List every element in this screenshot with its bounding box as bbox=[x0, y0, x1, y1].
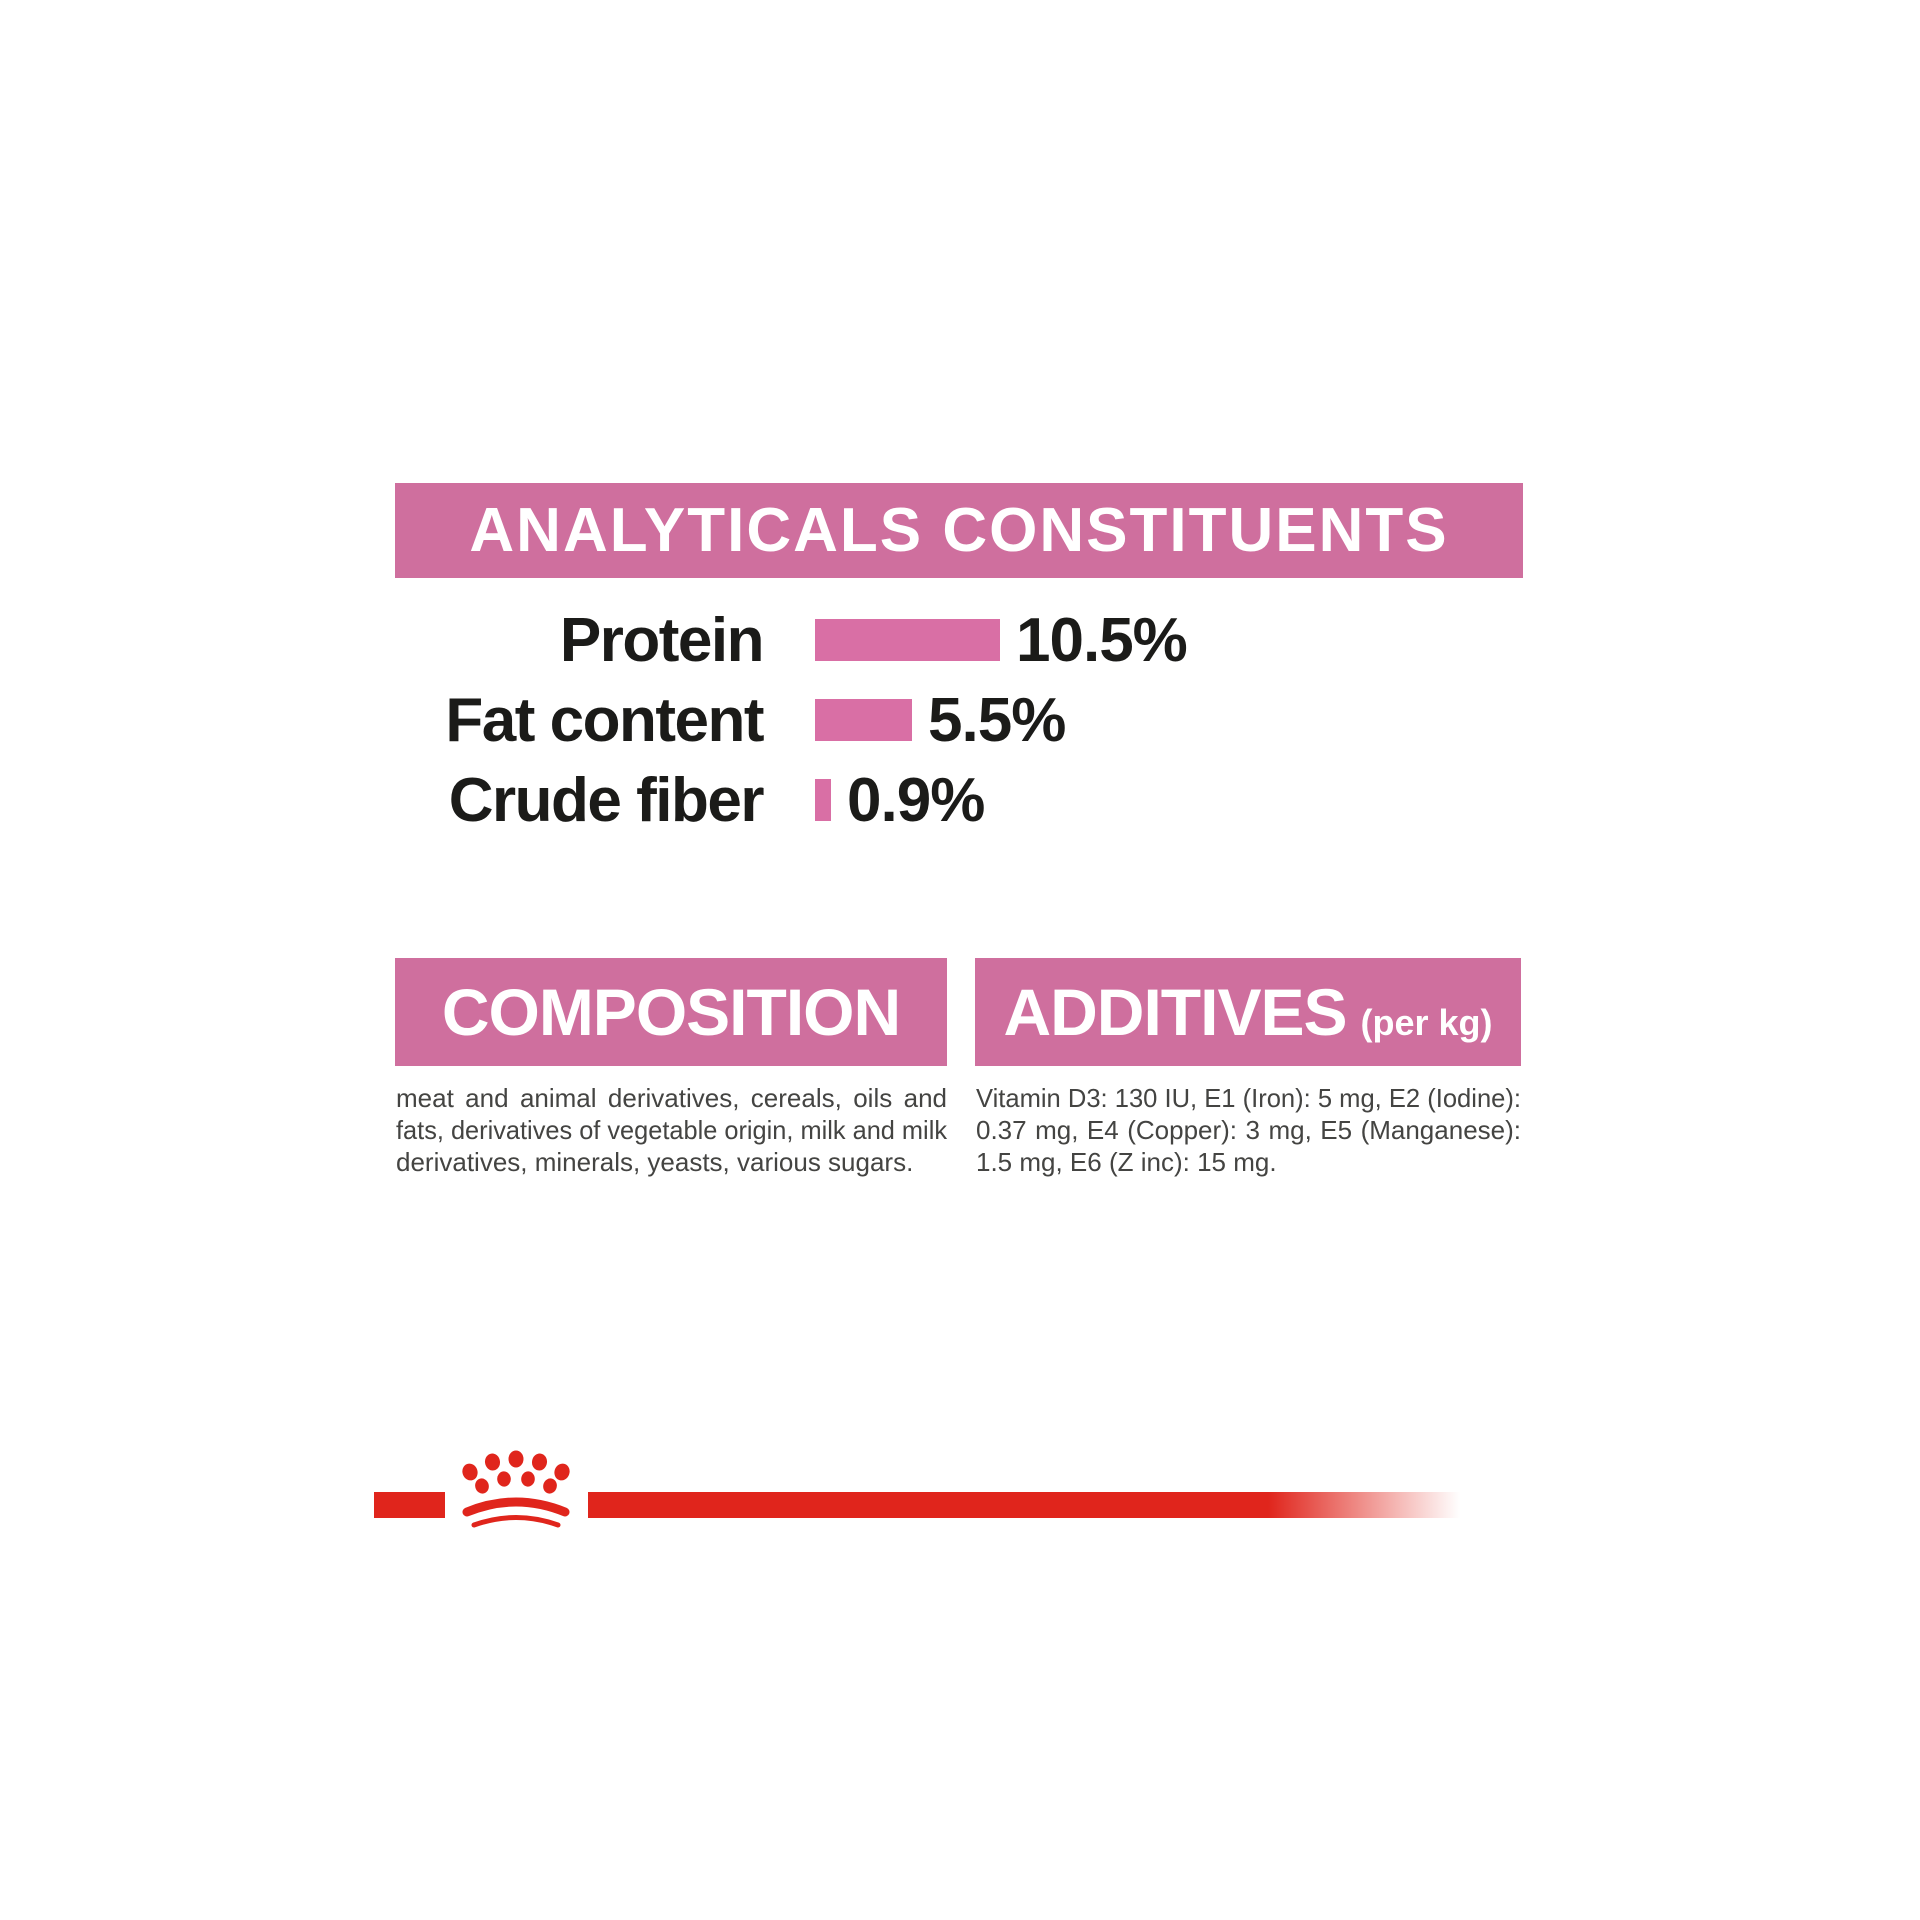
chart-row-value: 10.5% bbox=[1016, 605, 1188, 675]
body-line: 0.37 mg, E4 (Copper): 3 mg, E5 (Manganes… bbox=[976, 1115, 1521, 1145]
analytical-constituents-banner: ANALYTICALS CONSTITUENTS bbox=[395, 483, 1523, 578]
additives-title: ADDITIVES bbox=[1003, 975, 1347, 1049]
chart-row-label: Fat content bbox=[445, 685, 764, 755]
body-line: 1.5 mg, E6 (Z inc): 15 mg. bbox=[976, 1147, 1277, 1177]
body-line: Vitamin D3: 130 IU, E1 (Iron): 5 mg, E2 … bbox=[976, 1083, 1521, 1113]
additives-banner: ADDITIVES (per kg) bbox=[975, 958, 1521, 1066]
additives-title-group: ADDITIVES (per kg) bbox=[1003, 974, 1492, 1050]
chart-row-fat-content: Fat content 5.5% bbox=[298, 680, 1298, 760]
composition-body: meat and animal derivatives, cereals, oi… bbox=[396, 1082, 947, 1178]
chart-bar bbox=[815, 699, 912, 741]
analytical-constituents-title: ANALYTICALS CONSTITUENTS bbox=[469, 496, 1449, 565]
red-line bbox=[588, 1492, 1460, 1518]
crown-paw-logo-icon bbox=[462, 1450, 570, 1528]
chart-row-crude-fiber: Crude fiber 0.9% bbox=[298, 760, 1298, 840]
composition-title: COMPOSITION bbox=[441, 975, 901, 1049]
red-line-left-segment bbox=[374, 1492, 445, 1518]
additives-title-suffix: (per kg) bbox=[1360, 1002, 1493, 1043]
additives-body: Vitamin D3: 130 IU, E1 (Iron): 5 mg, E2 … bbox=[976, 1082, 1521, 1178]
chart-bar bbox=[815, 779, 831, 821]
composition-banner: COMPOSITION bbox=[395, 958, 947, 1066]
chart-row-protein: Protein 10.5% bbox=[298, 600, 1298, 680]
chart-row-label: Protein bbox=[559, 605, 765, 675]
chart-bar bbox=[815, 619, 1000, 661]
chart-row-value: 5.5% bbox=[928, 685, 1066, 755]
body-line: fats, derivatives of vegetable origin, m… bbox=[396, 1115, 947, 1145]
body-line: derivatives, minerals, yeasts, various s… bbox=[396, 1147, 914, 1177]
chart-row-label: Crude fiber bbox=[448, 765, 765, 835]
body-line: meat and animal derivatives, cereals, oi… bbox=[396, 1083, 947, 1113]
analytical-chart: Protein 10.5% Fat content 5.5% Crude fib… bbox=[298, 600, 1298, 840]
chart-row-value: 0.9% bbox=[847, 765, 985, 835]
